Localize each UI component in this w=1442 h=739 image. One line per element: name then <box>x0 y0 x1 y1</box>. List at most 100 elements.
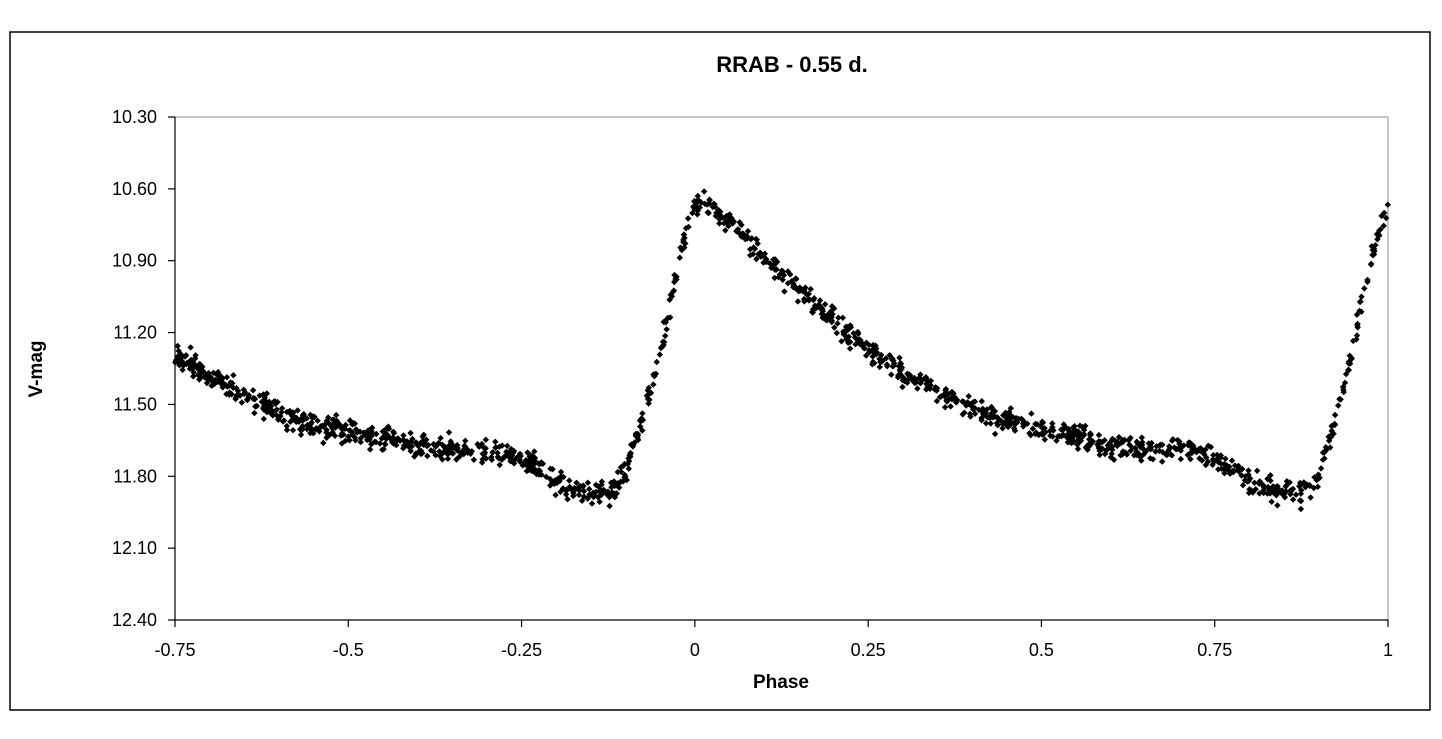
y-tick-label: 12.40 <box>112 610 157 630</box>
data-point <box>186 365 194 372</box>
data-point <box>606 502 613 510</box>
data-point <box>1096 451 1103 459</box>
data-point <box>796 284 803 291</box>
data-point <box>578 497 586 504</box>
data-point <box>991 430 999 438</box>
data-point <box>828 303 836 310</box>
data-point <box>580 482 587 489</box>
data-point <box>988 404 995 411</box>
data-point <box>1131 452 1138 459</box>
data-point <box>1159 441 1166 448</box>
x-tick-label: 0.5 <box>1029 640 1054 660</box>
data-point <box>283 426 291 434</box>
data-point <box>1073 431 1081 438</box>
data-point <box>947 403 954 410</box>
data-point <box>898 364 906 371</box>
data-point <box>245 392 253 399</box>
data-point <box>300 416 307 423</box>
data-point <box>1358 293 1365 300</box>
data-point <box>839 314 846 321</box>
data-point <box>772 260 779 267</box>
data-point <box>750 244 757 251</box>
data-point <box>1187 455 1194 463</box>
data-point <box>931 386 939 393</box>
data-point <box>333 411 340 419</box>
data-point <box>647 389 655 397</box>
data-point <box>1095 431 1103 439</box>
data-point <box>696 204 703 211</box>
data-point <box>445 429 453 436</box>
data-point <box>784 268 792 275</box>
data-point <box>747 246 754 253</box>
data-point <box>894 374 902 381</box>
data-point <box>844 325 852 332</box>
data-point <box>824 311 831 318</box>
data-point <box>1273 492 1280 499</box>
x-tick-label: -0.75 <box>154 640 195 660</box>
x-axis-label: Phase <box>753 672 809 693</box>
data-point <box>580 487 588 495</box>
data-point <box>382 441 389 448</box>
data-point <box>588 500 596 507</box>
data-point <box>681 234 688 242</box>
data-point <box>222 381 229 389</box>
data-point <box>574 485 581 492</box>
data-point <box>978 417 985 424</box>
data-point <box>815 301 822 308</box>
data-point <box>999 425 1006 432</box>
data-point <box>1041 436 1048 443</box>
data-point <box>238 399 245 406</box>
data-point <box>1106 439 1114 446</box>
data-point <box>681 244 688 251</box>
data-point <box>417 450 425 458</box>
data-point <box>368 425 375 432</box>
data-point <box>1035 431 1043 438</box>
data-point <box>1084 446 1091 453</box>
data-point <box>621 474 628 481</box>
data-point <box>496 461 503 469</box>
data-point <box>1109 443 1116 450</box>
data-point <box>494 453 502 460</box>
data-point <box>216 378 224 385</box>
data-point <box>595 494 602 501</box>
data-point <box>965 393 972 400</box>
data-point <box>1245 477 1252 485</box>
data-point <box>279 418 287 425</box>
data-point <box>1202 446 1209 453</box>
data-point <box>590 493 597 501</box>
data-point <box>1050 427 1057 434</box>
data-point <box>1353 336 1360 343</box>
data-point <box>240 386 247 393</box>
data-point <box>174 342 181 350</box>
data-point <box>819 305 826 313</box>
data-point <box>982 420 990 427</box>
data-point <box>842 332 849 340</box>
data-point <box>876 355 883 363</box>
data-point <box>736 219 743 226</box>
data-point <box>941 404 949 411</box>
data-point <box>1270 489 1277 497</box>
data-point <box>629 443 637 450</box>
data-point <box>1364 276 1371 284</box>
data-point <box>1185 439 1193 446</box>
data-point <box>1268 498 1275 505</box>
data-point <box>711 201 718 208</box>
data-point <box>966 410 974 418</box>
x-axis-ticks: -0.75 -0.5 -0.25 0 0.25 0.5 0.75 1 <box>154 620 1393 660</box>
data-point <box>828 314 835 321</box>
data-point <box>598 490 605 497</box>
data-point <box>959 398 966 405</box>
data-point <box>623 476 630 484</box>
y-tick-label: 10.30 <box>112 107 157 127</box>
data-point <box>176 357 184 365</box>
data-point <box>923 380 930 388</box>
data-point <box>845 333 852 340</box>
data-point <box>1068 439 1075 447</box>
data-point <box>706 200 713 207</box>
data-point <box>779 270 786 277</box>
data-point <box>1096 445 1103 452</box>
data-point <box>995 415 1002 423</box>
data-point <box>1147 446 1155 453</box>
data-point <box>592 481 600 489</box>
